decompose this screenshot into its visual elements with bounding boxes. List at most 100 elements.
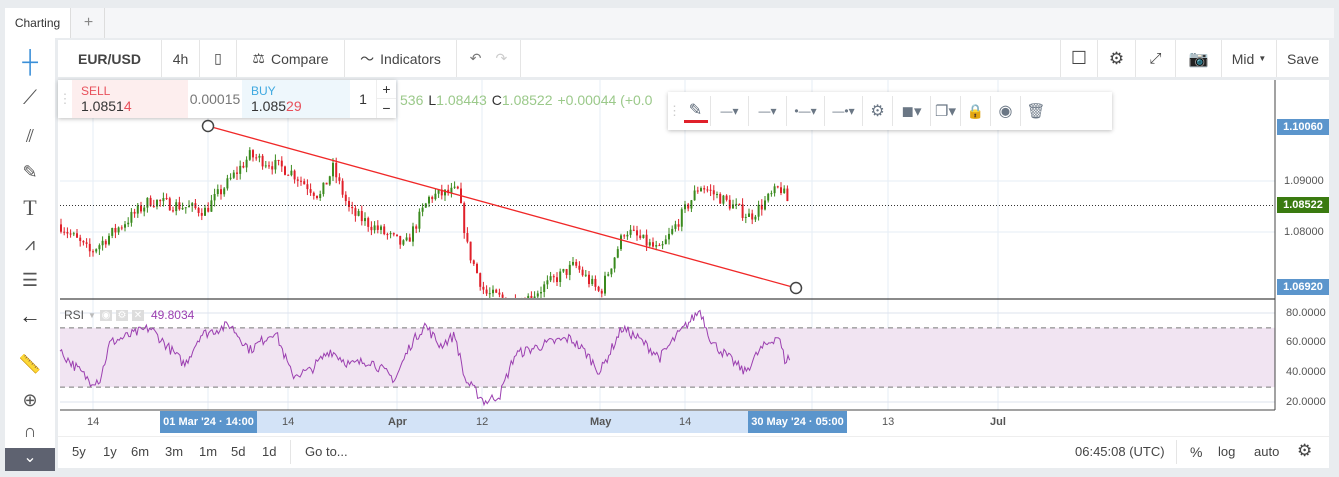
ohlc-close-label: C	[491, 92, 502, 108]
current-price-label: 1.08522	[1277, 197, 1329, 213]
candle-body	[133, 211, 136, 214]
camera-icon[interactable]: 📷	[1176, 40, 1222, 77]
range-1m[interactable]: 1m	[199, 444, 218, 459]
candle-body	[783, 188, 786, 194]
candle-body	[242, 165, 245, 168]
crosshair-icon[interactable]: ┼	[22, 49, 38, 74]
zoom-in-icon[interactable]: ⊕	[22, 390, 38, 410]
candle-body	[597, 286, 600, 291]
candle-body	[581, 269, 584, 276]
candle-body	[277, 159, 280, 161]
buy-button[interactable]: BUY 1.08529	[242, 80, 350, 118]
candle-body	[127, 222, 130, 225]
line-start-dropdown[interactable]: •—▾	[787, 96, 825, 126]
range-5y[interactable]: 5y	[72, 444, 86, 459]
ohlc-change: +0.00044 (+0.0	[557, 92, 653, 108]
drag-handle[interactable]: ⋮	[668, 103, 681, 118]
quantity-input[interactable]: 1	[359, 91, 367, 107]
layer-order-icon[interactable]: ◼▾	[893, 96, 931, 126]
redo-icon[interactable]: ↷	[495, 50, 508, 66]
indicators-button[interactable]: 〜 Indicators	[345, 40, 457, 77]
range-5d[interactable]: 5d	[231, 444, 246, 459]
goto-date-button[interactable]: Go to...	[305, 444, 348, 459]
layout-icon[interactable]: ☐	[1060, 40, 1098, 77]
auto-scale-toggle[interactable]: auto	[1254, 444, 1280, 459]
line-color-button[interactable]: ✎	[681, 96, 711, 126]
clock: 06:45:08 (UTC)	[1075, 444, 1165, 459]
candle-body	[722, 195, 725, 204]
eye-icon[interactable]: ◉	[99, 309, 112, 321]
arrow-left-icon[interactable]: ←	[19, 303, 41, 328]
candle-body	[229, 177, 232, 179]
settings-icon[interactable]: ⚙	[1297, 441, 1313, 460]
candle-body	[575, 261, 578, 266]
fullscreen-icon[interactable]: ⤢	[1136, 40, 1176, 77]
brush-tool-icon[interactable]: ✎	[22, 162, 38, 182]
candle-body	[604, 275, 606, 294]
measure-tool-icon[interactable]: ☰	[21, 270, 39, 290]
candle-body	[140, 205, 142, 212]
save-button[interactable]: Save	[1277, 40, 1329, 77]
line-width-dropdown[interactable]: —▾	[711, 96, 749, 126]
fibonacci-tool-icon[interactable]: ⫽	[25, 126, 35, 146]
candle-body	[165, 198, 168, 200]
settings-icon[interactable]: ⚙	[1098, 40, 1136, 77]
eye-icon[interactable]: ◉	[991, 96, 1021, 126]
candle-body	[655, 245, 658, 247]
line-end-dropdown[interactable]: —•▾	[825, 96, 863, 126]
settings-icon[interactable]: ⚙	[863, 96, 893, 126]
pattern-tool-icon[interactable]: ⩘	[24, 234, 36, 254]
clone-icon[interactable]: ❐▾	[931, 96, 961, 126]
range-3m[interactable]: 3m	[165, 444, 184, 459]
trendline-handle	[789, 281, 803, 295]
close-icon[interactable]: ✕	[131, 309, 144, 321]
candle-body	[60, 224, 62, 232]
candle-body	[786, 188, 789, 202]
increase-quantity-button[interactable]: +	[377, 80, 396, 99]
log-scale-toggle[interactable]: log	[1218, 444, 1236, 459]
candle-body	[239, 165, 242, 174]
candle-body	[492, 289, 494, 294]
drag-handle[interactable]: ⋮	[58, 91, 72, 106]
range-6m[interactable]: 6m	[131, 444, 150, 459]
compare-icon: ⚖	[252, 50, 265, 66]
sell-button[interactable]: SELL 1.08514	[72, 80, 188, 118]
line-style-dropdown[interactable]: —▾	[749, 96, 787, 126]
compare-button[interactable]: ⚖ Compare	[237, 40, 345, 77]
candle-body	[344, 194, 347, 202]
text-tool-icon[interactable]: T	[23, 195, 37, 220]
lock-icon[interactable]: 🔒	[961, 96, 991, 126]
add-tab-button[interactable]: +	[73, 8, 105, 38]
candle-type-icon[interactable]: ▯	[200, 40, 237, 77]
chevron-down-icon[interactable]: ▼	[88, 310, 96, 320]
interval-selector[interactable]: 4h	[162, 40, 200, 77]
ruler-icon[interactable]: 📏	[18, 354, 42, 374]
expand-down-icon[interactable]: ⌄	[5, 448, 55, 471]
trendline-start-time-label: 01 Mar '24 · 14:00	[160, 411, 257, 433]
decrease-quantity-button[interactable]: −	[382, 100, 391, 116]
trendline-end-time-label: 30 May '24 · 05:00	[748, 411, 847, 433]
candle-body	[357, 211, 360, 216]
rsi-label[interactable]: RSI	[64, 308, 85, 322]
candle-body	[767, 193, 770, 201]
range-1y[interactable]: 1y	[103, 444, 117, 459]
range-1d[interactable]: 1d	[262, 444, 277, 459]
candle-body	[172, 210, 174, 212]
tab-charting[interactable]: Charting	[5, 8, 71, 38]
candle-body	[661, 244, 664, 246]
undo-icon[interactable]: ↶	[469, 50, 482, 66]
percent-scale-toggle[interactable]: %	[1190, 444, 1203, 460]
candle-body	[562, 269, 565, 272]
candle-body	[434, 193, 437, 200]
magnet-icon[interactable]: ∩	[23, 421, 37, 441]
candle-body	[732, 204, 734, 209]
rsi-line	[59, 309, 791, 407]
settings-icon[interactable]: ⚙	[115, 309, 128, 321]
trendline-tool-icon[interactable]: ⟋	[23, 87, 37, 109]
symbol-selector[interactable]: EUR/USD	[58, 40, 162, 77]
drawing-toolbar	[5, 38, 55, 468]
price-source-dropdown[interactable]: Mid ▼	[1222, 40, 1277, 77]
trash-icon[interactable]: 🗑	[1026, 103, 1046, 120]
candle-body	[549, 276, 552, 281]
